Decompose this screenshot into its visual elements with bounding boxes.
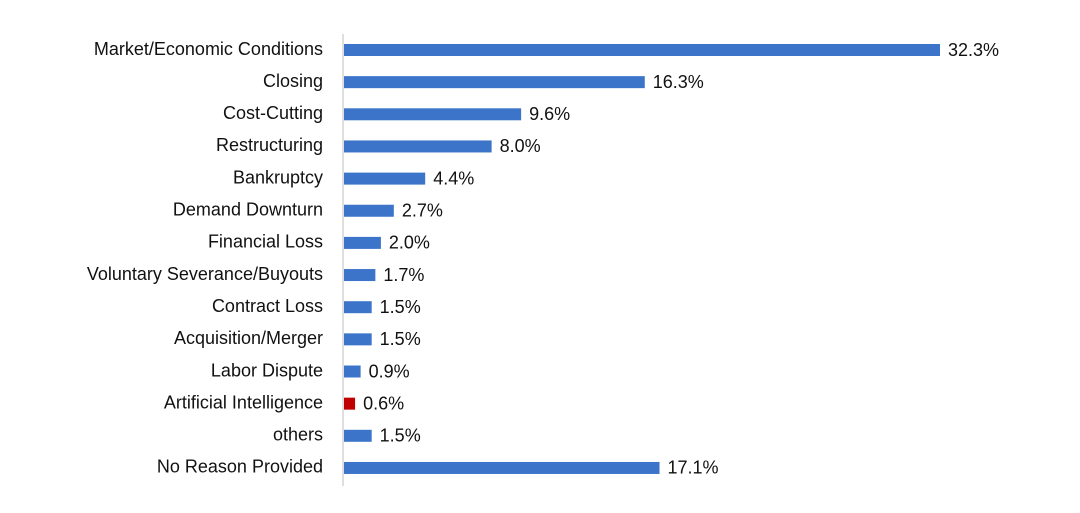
category-label: Bankruptcy [233, 167, 323, 187]
value-label: 1.5% [380, 297, 421, 317]
bar [344, 333, 372, 346]
bar [344, 76, 645, 89]
value-label: 32.3% [948, 40, 999, 60]
bar [344, 397, 356, 410]
category-label: Labor Dispute [211, 360, 323, 380]
value-label: 8.0% [500, 136, 541, 156]
bar [344, 301, 372, 314]
value-label: 1.5% [380, 329, 421, 349]
value-label: 2.7% [402, 201, 443, 221]
bar [344, 429, 372, 442]
bar [344, 269, 376, 282]
category-label: Voluntary Severance/Buyouts [87, 264, 323, 284]
bar [344, 365, 361, 378]
category-label: Demand Downturn [173, 200, 323, 220]
bar [344, 172, 426, 185]
category-label: Closing [263, 71, 323, 91]
bar [344, 44, 940, 56]
category-label: Acquisition/Merger [174, 328, 323, 348]
bar [344, 236, 381, 249]
value-label: 1.5% [380, 426, 421, 446]
value-label: 0.9% [369, 361, 410, 381]
value-label: 16.3% [653, 72, 704, 92]
category-label: Cost-Cutting [223, 103, 323, 123]
value-label: 2.0% [389, 233, 430, 253]
category-label: No Reason Provided [157, 457, 323, 477]
bar [344, 108, 522, 121]
category-label: Contract Loss [212, 296, 323, 316]
value-label: 17.1% [668, 458, 719, 478]
value-label: 0.6% [363, 393, 404, 413]
category-label: Artificial Intelligence [164, 392, 323, 412]
bar [344, 140, 492, 153]
value-label: 9.6% [529, 104, 570, 124]
value-label: 1.7% [383, 265, 424, 285]
bar [344, 461, 660, 474]
category-label: Financial Loss [208, 232, 323, 252]
category-label: Market/Economic Conditions [94, 39, 323, 59]
category-label: Restructuring [216, 135, 323, 155]
value-label: 4.4% [433, 168, 474, 188]
category-label: others [273, 425, 323, 445]
bar [344, 204, 394, 217]
